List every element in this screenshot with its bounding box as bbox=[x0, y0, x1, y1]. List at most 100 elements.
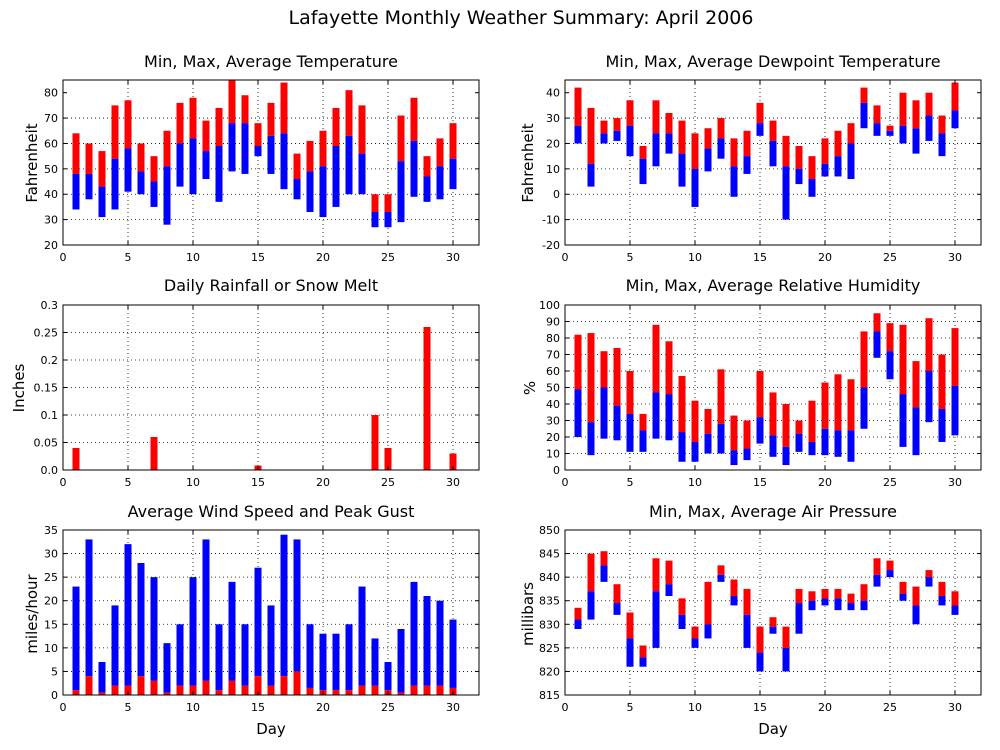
pressure-bar-max-day-28 bbox=[925, 570, 933, 578]
rainfall-xtick-label: 10 bbox=[186, 476, 200, 489]
wind-ytick-label: 35 bbox=[44, 524, 58, 537]
wind-bar-avg-day-18 bbox=[293, 671, 301, 695]
pressure-bar-min-day-16 bbox=[769, 626, 777, 634]
wind-bar-avg-day-4 bbox=[111, 685, 119, 695]
wind-ytick-label: 15 bbox=[44, 618, 58, 631]
dewpoint-bar-min-day-27 bbox=[912, 128, 920, 154]
pressure-bar-min-day-5 bbox=[626, 638, 634, 667]
wind-bar-gust-day-25 bbox=[384, 662, 392, 691]
humidity-ytick-label: 50 bbox=[546, 382, 560, 395]
dewpoint-bar-max-day-24 bbox=[873, 105, 881, 124]
wind-bar-gust-day-26 bbox=[397, 629, 405, 693]
dewpoint-bar-min-day-30 bbox=[951, 110, 959, 129]
temperature-bar-max-day-7 bbox=[150, 156, 158, 182]
temperature-ylabel: Fahrenheit bbox=[23, 123, 41, 202]
dewpoint-bar-min-day-28 bbox=[925, 115, 933, 141]
pressure-bar-min-day-24 bbox=[873, 574, 881, 587]
dewpoint-bar-min-day-9 bbox=[678, 153, 686, 187]
pressure-xtick-label: 25 bbox=[883, 701, 897, 714]
humidity-bar-max-day-21 bbox=[834, 374, 842, 431]
rainfall-ytick-label: 0.05 bbox=[34, 437, 59, 450]
humidity-bar-max-day-17 bbox=[782, 404, 790, 447]
humidity-xtick-label: 25 bbox=[883, 476, 897, 489]
humidity-ylabel: % bbox=[521, 381, 539, 395]
temperature-ytick-label: 20 bbox=[44, 239, 58, 252]
wind-bar-avg-day-28 bbox=[423, 685, 431, 695]
temperature-bar-max-day-9 bbox=[176, 102, 184, 144]
temperature-bar-min-day-2 bbox=[85, 173, 93, 200]
humidity-bar-min-day-7 bbox=[652, 392, 660, 439]
humidity-bar-max-day-13 bbox=[730, 415, 738, 451]
wind-bar-gust-day-2 bbox=[85, 539, 93, 677]
wind-bar-avg-day-5 bbox=[124, 685, 132, 695]
rainfall-bar-day-25 bbox=[384, 448, 392, 470]
humidity-bar-max-day-4 bbox=[613, 347, 621, 406]
humidity-xtick-label: 30 bbox=[948, 476, 962, 489]
pressure-ytick-label: 835 bbox=[539, 595, 560, 608]
humidity-bar-max-day-23 bbox=[860, 331, 868, 388]
wind-bar-gust-day-24 bbox=[371, 638, 379, 686]
temperature-bar-min-day-26 bbox=[397, 161, 405, 223]
dewpoint-bar-min-day-12 bbox=[717, 138, 725, 159]
pressure-bar-max-day-6 bbox=[639, 645, 647, 658]
rainfall-bar-day-24 bbox=[371, 415, 379, 470]
temperature-bar-max-day-12 bbox=[215, 107, 223, 146]
temperature-bar-max-day-16 bbox=[267, 102, 275, 136]
wind-ytick-label: 25 bbox=[44, 571, 58, 584]
humidity-bar-max-day-10 bbox=[691, 400, 699, 442]
pressure-xtick-label: 5 bbox=[627, 701, 634, 714]
humidity-bar-min-day-12 bbox=[717, 423, 725, 454]
dewpoint-bar-max-day-25 bbox=[886, 125, 894, 131]
wind-bar-gust-day-17 bbox=[280, 534, 288, 677]
pressure-plot-area bbox=[565, 530, 981, 695]
wind-bar-gust-day-30 bbox=[449, 619, 457, 688]
dewpoint-bar-max-day-26 bbox=[899, 92, 907, 126]
humidity-bar-min-day-18 bbox=[795, 433, 803, 452]
temperature-bar-min-day-21 bbox=[332, 146, 340, 207]
wind-bar-avg-day-19 bbox=[306, 687, 314, 695]
humidity-bar-max-day-25 bbox=[886, 323, 894, 352]
dewpoint-bar-max-day-3 bbox=[600, 120, 608, 134]
humidity-bar-min-day-5 bbox=[626, 413, 634, 452]
wind-bar-gust-day-19 bbox=[306, 624, 314, 688]
dewpoint-ytick-label: 10 bbox=[546, 163, 560, 176]
wind-bar-avg-day-6 bbox=[137, 676, 145, 695]
pressure-ytick-label: 850 bbox=[539, 524, 560, 537]
wind-bar-gust-day-23 bbox=[358, 586, 366, 686]
rainfall-xtick-label: 15 bbox=[251, 476, 265, 489]
humidity-xtick-label: 5 bbox=[627, 476, 634, 489]
dewpoint-ylabel: Fahrenheit bbox=[519, 123, 537, 202]
humidity-bar-max-day-19 bbox=[808, 400, 816, 442]
pressure-bar-max-day-11 bbox=[704, 581, 712, 625]
humidity-bar-max-day-16 bbox=[769, 392, 777, 436]
wind-xtick-label: 30 bbox=[446, 701, 460, 714]
humidity-bar-min-day-20 bbox=[821, 428, 829, 456]
dewpoint-bar-min-day-22 bbox=[847, 143, 855, 179]
wind-bar-avg-day-24 bbox=[371, 685, 379, 695]
dewpoint-xtick-label: 20 bbox=[818, 251, 832, 264]
temperature-bar-max-day-3 bbox=[98, 151, 106, 187]
temperature-ytick-label: 30 bbox=[44, 214, 58, 227]
dewpoint-bar-min-day-17 bbox=[782, 166, 790, 220]
temperature-bar-max-day-19 bbox=[306, 140, 314, 172]
rainfall-xtick-label: 0 bbox=[60, 476, 67, 489]
pressure-bar-min-day-9 bbox=[678, 614, 686, 629]
pressure-bar-min-day-28 bbox=[925, 577, 933, 587]
rainfall-xtick-label: 25 bbox=[381, 476, 395, 489]
humidity-ytick-label: 100 bbox=[539, 299, 560, 312]
wind-bar-gust-day-1 bbox=[72, 586, 80, 691]
temperature-bar-max-day-27 bbox=[410, 97, 418, 141]
humidity-xtick-label: 10 bbox=[688, 476, 702, 489]
pressure-bar-min-day-13 bbox=[730, 596, 738, 606]
humidity-ytick-label: 60 bbox=[546, 365, 560, 378]
pressure-bar-min-day-29 bbox=[938, 596, 946, 606]
dewpoint-bar-max-day-22 bbox=[847, 123, 855, 144]
dewpoint-bar-max-day-1 bbox=[574, 87, 582, 126]
humidity-bar-max-day-22 bbox=[847, 379, 855, 431]
wind-bar-avg-day-9 bbox=[176, 685, 184, 695]
temperature-bar-min-day-17 bbox=[280, 133, 288, 190]
wind-xtick-label: 10 bbox=[186, 701, 200, 714]
humidity-bar-min-day-19 bbox=[808, 441, 816, 456]
wind-bar-avg-day-22 bbox=[345, 690, 353, 695]
humidity-bar-min-day-2 bbox=[587, 422, 595, 456]
